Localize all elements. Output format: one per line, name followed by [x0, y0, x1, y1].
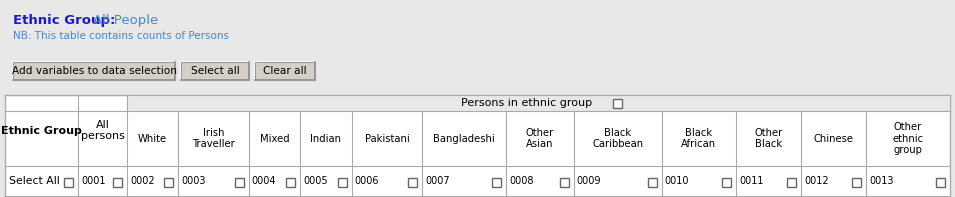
Bar	[181, 62, 249, 80]
Bar	[560, 177, 568, 187]
Text: Irish
Traveller: Irish Traveller	[192, 128, 235, 149]
Text: 0008: 0008	[509, 177, 534, 187]
Bar	[722, 177, 732, 187]
Bar	[5, 95, 950, 197]
Bar	[936, 177, 945, 187]
Text: Other
Black: Other Black	[754, 128, 783, 149]
Text: 0005: 0005	[304, 177, 328, 187]
Bar	[64, 177, 73, 187]
Text: Clear all: Clear all	[264, 66, 307, 76]
Text: Black
African: Black African	[681, 128, 716, 149]
Text: Black
Caribbean: Black Caribbean	[592, 128, 644, 149]
Text: NB: This table contains counts of Persons: NB: This table contains counts of Person…	[13, 31, 229, 41]
Bar	[127, 95, 950, 111]
Bar	[164, 177, 174, 187]
Bar	[255, 62, 315, 80]
Bar	[408, 177, 417, 187]
Text: 0002: 0002	[130, 177, 155, 187]
Text: 0006: 0006	[354, 177, 379, 187]
Text: Ethnic Group:: Ethnic Group:	[13, 14, 116, 27]
Bar	[338, 177, 347, 187]
Text: 0012: 0012	[804, 177, 829, 187]
Text: 0011: 0011	[739, 177, 764, 187]
Text: Add variables to data selection: Add variables to data selection	[11, 66, 177, 76]
Text: 0001: 0001	[81, 177, 105, 187]
Text: Other
ethnic
group: Other ethnic group	[893, 122, 923, 155]
Text: Select All: Select All	[9, 177, 60, 187]
Text: Chinese: Chinese	[814, 134, 854, 143]
Bar	[13, 62, 175, 80]
Bar	[181, 62, 249, 80]
Bar	[612, 99, 622, 108]
Text: White: White	[138, 134, 167, 143]
Bar	[113, 177, 122, 187]
Bar	[787, 177, 796, 187]
Text: All People: All People	[93, 14, 159, 27]
Text: 0013: 0013	[869, 177, 894, 187]
Text: 0009: 0009	[577, 177, 602, 187]
Text: Indian: Indian	[310, 134, 342, 143]
Text: Pakistani: Pakistani	[365, 134, 410, 143]
Bar	[235, 177, 244, 187]
Text: Mixed: Mixed	[260, 134, 289, 143]
Bar	[852, 177, 861, 187]
Text: Other
Asian: Other Asian	[526, 128, 554, 149]
Bar	[13, 62, 175, 80]
Text: 0007: 0007	[425, 177, 450, 187]
Bar	[286, 177, 295, 187]
Text: 0004: 0004	[252, 177, 276, 187]
Bar	[647, 177, 657, 187]
Text: All
persons: All persons	[80, 120, 124, 141]
Bar	[255, 62, 315, 80]
Text: 0003: 0003	[181, 177, 206, 187]
Text: Bangladeshi: Bangladeshi	[434, 134, 495, 143]
Text: Ethnic Group: Ethnic Group	[1, 125, 82, 136]
Bar	[0, 0, 955, 95]
Text: Persons in ethnic group: Persons in ethnic group	[461, 98, 592, 108]
Text: 0010: 0010	[665, 177, 690, 187]
Bar	[492, 177, 501, 187]
Text: Select all: Select all	[191, 66, 240, 76]
